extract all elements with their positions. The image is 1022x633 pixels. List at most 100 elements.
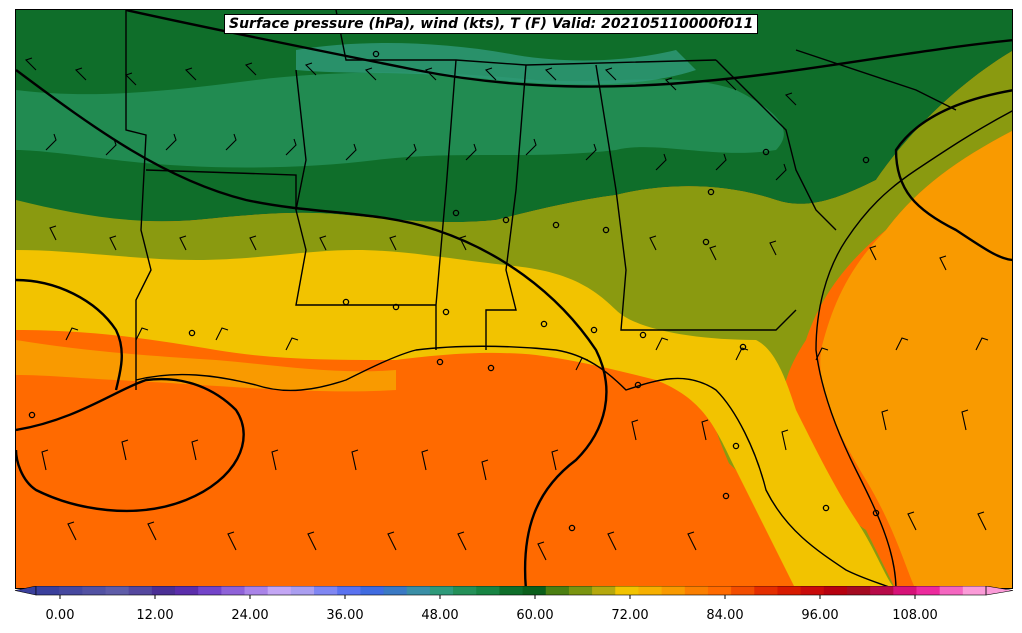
colorbar-segment (105, 586, 130, 595)
colorbar-segment (893, 586, 917, 595)
wind-barb-icon (65, 327, 989, 371)
colorbar-extend-max (985, 586, 1014, 596)
colorbar-segment (221, 586, 246, 595)
colorbar-segment (198, 586, 222, 595)
colorbar-segment (731, 586, 755, 595)
isobars (16, 10, 1012, 588)
pressure-station-icon (702, 238, 710, 246)
colorbar-segment (82, 586, 107, 595)
temp-band-gulf (16, 357, 795, 588)
pressure-station-icon (634, 381, 642, 389)
colorbar-segment (522, 586, 547, 595)
colorbar-segment (383, 586, 408, 595)
colorbar-segment (684, 586, 709, 595)
colorbar-segment (823, 586, 848, 595)
temp-band-coast-orange (16, 340, 396, 392)
colorbar-tick-label: 36.00 (326, 608, 364, 623)
temp-band-mid-green (16, 72, 784, 168)
colorbar-tick-label: 48.00 (421, 608, 459, 623)
colorbar-tick-label: 108.00 (892, 608, 938, 623)
colorbar-segment (337, 586, 361, 595)
colorbar-outline (35, 586, 987, 596)
temp-band-teal (296, 43, 696, 85)
colorbar-tick-label: 24.00 (231, 608, 269, 623)
pressure-station-icon (732, 442, 740, 450)
colorbar-segment (290, 586, 315, 595)
colorbar-segment (615, 586, 639, 595)
pressure-station-icon (872, 509, 880, 517)
colorbar-segment (777, 586, 802, 595)
colorbar-segment (476, 586, 500, 595)
colorbar-segment (568, 586, 593, 595)
pressure-station-icon (28, 411, 36, 419)
colorbar-segment (360, 586, 385, 595)
colorbar-segment (870, 586, 894, 595)
temp-band-east-orange (820, 131, 1012, 588)
colorbar-segment (499, 586, 524, 595)
colorbar-tick-label: 84.00 (706, 608, 744, 623)
pressure-station-icon (822, 504, 830, 512)
wind-barb-icon (41, 409, 969, 481)
colorbar-segment (429, 586, 454, 595)
pressure-station-icon (762, 148, 770, 156)
wind-barb-icon (24, 57, 797, 106)
pressure-station-icon (452, 209, 460, 217)
colorbar-segment (36, 586, 60, 595)
stations (28, 50, 880, 532)
colorbar-segment (314, 586, 338, 595)
colorbar-segment (939, 586, 964, 595)
colorbar-segment (151, 586, 176, 595)
pressure-station-icon (568, 524, 576, 532)
colorbar-segment (453, 586, 477, 595)
colorbar-segment (244, 586, 269, 595)
pressure-station-icon (722, 492, 730, 500)
state-boundaries (125, 10, 957, 390)
pressure-station-icon (739, 343, 747, 351)
colorbar-segment (800, 586, 825, 595)
pressure-station-icon (552, 221, 560, 229)
pressure-station-icon (188, 329, 196, 337)
pressure-station-icon (392, 303, 400, 311)
wind-barb-icon (49, 225, 947, 271)
colorbar-segment (846, 586, 871, 595)
colorbar-segment (916, 586, 941, 595)
pressure-station-icon (707, 188, 715, 196)
colorbar-segment (754, 586, 778, 595)
colorbar-segment (128, 586, 153, 595)
colorbar-tick-label: 96.00 (801, 608, 839, 623)
map-panel (15, 9, 1013, 589)
pressure-station-icon (436, 358, 444, 366)
colorbar-segment (59, 586, 83, 595)
pressure-station-icon (590, 326, 598, 334)
pressure-station-icon (372, 50, 380, 58)
colorbar-tick-label: 72.00 (611, 608, 649, 623)
wind-barb-icon (67, 511, 987, 561)
colorbar-tick-label: 60.00 (516, 608, 554, 623)
colorbar-segment (267, 586, 292, 595)
temperature-map (16, 10, 1012, 588)
pressure-station-icon (342, 298, 350, 306)
pressure-station-icon (540, 320, 548, 328)
colorbar-segment (661, 586, 686, 595)
pressure-station-icon (442, 308, 450, 316)
pressure-station-icon (639, 331, 647, 339)
colorbar-segment (545, 586, 570, 595)
map-title: Surface pressure (hPa), wind (kts), T (F… (224, 14, 759, 34)
colorbar-extend-min (14, 586, 37, 596)
colorbar-segment (175, 586, 199, 595)
colorbar-tick-label: 12.00 (136, 608, 174, 623)
pressure-station-icon (487, 364, 495, 372)
atlantic-coastline (815, 110, 1012, 588)
pressure-station-icon (862, 156, 870, 164)
colorbar-segment (406, 586, 431, 595)
colorbar-segment (707, 586, 732, 595)
pressure-station-icon (602, 226, 610, 234)
colorbar-segment (638, 586, 663, 595)
colorbar-tick-label: 0.00 (45, 608, 75, 623)
pressure-station-icon (502, 216, 510, 224)
temperature-colorbar (14, 586, 1014, 599)
colorbar-segment (962, 586, 987, 595)
colorbar-segment (592, 586, 616, 595)
wind-barbs (24, 57, 989, 561)
wind-barb-icon (45, 133, 787, 181)
